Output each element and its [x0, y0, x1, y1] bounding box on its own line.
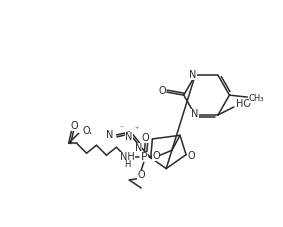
Text: O: O [138, 170, 145, 180]
Text: CH₃: CH₃ [248, 94, 264, 103]
Text: N: N [190, 70, 197, 80]
Text: HO: HO [236, 99, 251, 109]
Text: P: P [141, 152, 147, 162]
Text: NH: NH [120, 152, 135, 162]
Text: H: H [124, 160, 130, 169]
Text: N: N [106, 130, 113, 140]
Text: O: O [142, 133, 149, 143]
Text: N: N [135, 143, 142, 153]
Text: N: N [192, 109, 199, 119]
Text: N: N [125, 132, 132, 142]
Text: ⁻: ⁻ [120, 123, 124, 132]
Text: O: O [83, 126, 90, 136]
Text: O: O [158, 86, 166, 96]
Text: O: O [71, 121, 78, 131]
Text: O: O [152, 151, 160, 161]
Text: O: O [187, 151, 195, 161]
Text: ⁺: ⁺ [135, 126, 139, 134]
